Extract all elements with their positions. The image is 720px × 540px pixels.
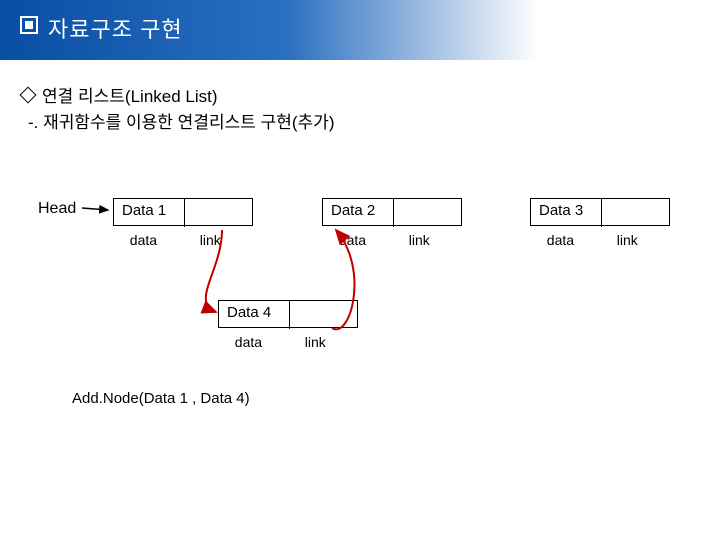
link-field-label: link: [305, 334, 326, 350]
title-bullet-inner: [25, 21, 33, 29]
subtitle-linked-list: 연결 리스트(Linked List): [22, 82, 218, 107]
title-bar: 자료구조 구현: [0, 0, 720, 60]
data-field-label: data: [235, 334, 262, 350]
node-divider: [601, 199, 602, 227]
addnode-call: Add.Node(Data 1 , Data 4): [72, 390, 250, 407]
diamond-bullet-icon: [20, 87, 37, 104]
node-title: Data 2: [331, 202, 375, 219]
node-3: Data 3: [530, 198, 670, 226]
node-divider: [393, 199, 394, 227]
node-divider: [184, 199, 185, 227]
subtitle1-text: 연결 리스트(Linked List): [42, 87, 218, 106]
subtitle-recursive: -. 재귀함수를 이용한 연결리스트 구현(추가): [28, 108, 334, 133]
head-arrow: [82, 208, 108, 210]
title-bullet-icon: [20, 16, 38, 34]
data-field-label: data: [547, 232, 574, 248]
data-field-label: data: [130, 232, 157, 248]
arrows-overlay: [0, 0, 720, 540]
link-field-label: link: [200, 232, 221, 248]
node-title: Data 3: [539, 202, 583, 219]
data-field-label: data: [339, 232, 366, 248]
link-field-label: link: [617, 232, 638, 248]
page-title: 자료구조 구현: [48, 12, 183, 44]
node-title: Data 1: [122, 202, 166, 219]
head-label: Head: [38, 200, 76, 218]
link-field-label: link: [409, 232, 430, 248]
node-4: Data 4: [218, 300, 358, 328]
node-divider: [289, 301, 290, 329]
node-title: Data 4: [227, 304, 271, 321]
node-1: Data 1: [113, 198, 253, 226]
node-2: Data 2: [322, 198, 462, 226]
